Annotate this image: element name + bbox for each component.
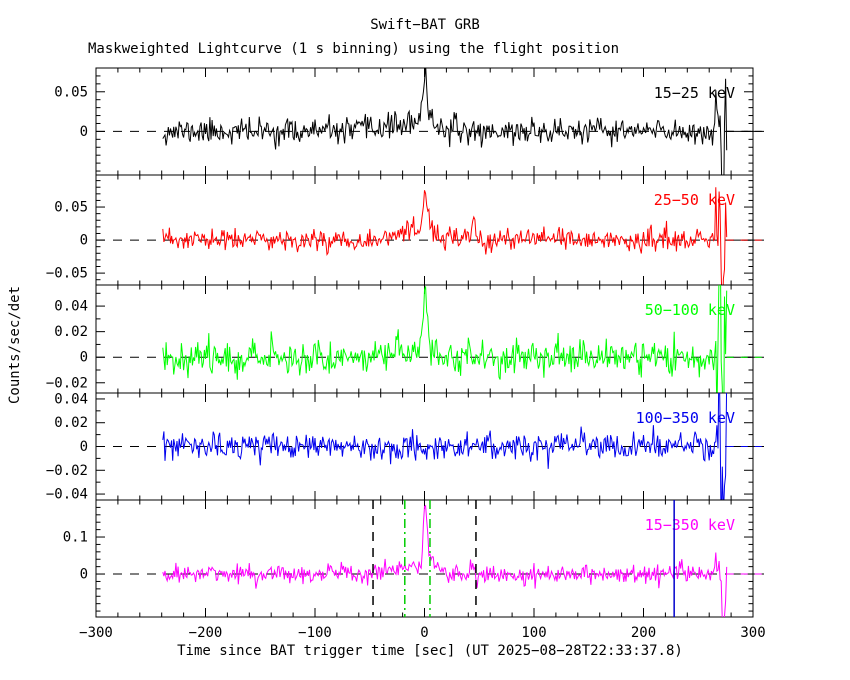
y-tick-label: −0.02 (46, 375, 88, 391)
x-tick-label: −300 (79, 625, 113, 641)
y-tick-label: 0 (80, 233, 88, 249)
chart-subtitle: Maskweighted Lightcurve (1 s binning) us… (88, 41, 620, 57)
x-tick-label: 200 (631, 625, 656, 641)
band-label: 25−50 keV (654, 191, 735, 209)
y-tick-label: 0 (80, 350, 88, 366)
y-tick-label: 0.02 (54, 415, 88, 431)
band-label: 15−350 keV (645, 516, 735, 534)
y-tick-label: 0 (80, 439, 88, 455)
y-tick-label: 0.05 (54, 84, 88, 100)
y-tick-label: 0.05 (54, 200, 88, 216)
band-label: 15−25 keV (654, 84, 735, 102)
x-tick-label: −100 (298, 625, 332, 641)
y-tick-label: −0.04 (46, 487, 88, 503)
x-tick-label: 0 (420, 625, 428, 641)
x-tick-label: −200 (189, 625, 223, 641)
x-axis-label: Time since BAT trigger time [sec] (UT 20… (177, 643, 683, 659)
y-tick-label: −0.02 (46, 463, 88, 479)
panel-4: −300 −200 −100 0 100 200 300 0.1 0 15−350 keV (63, 499, 766, 641)
y-tick-label: 0.1 (63, 530, 88, 546)
series-line (162, 285, 728, 393)
series-line (162, 187, 728, 285)
x-tick-label: 300 (740, 625, 765, 641)
y-tick-label: −0.05 (46, 266, 88, 282)
chart-title: Swift−BAT GRB (370, 17, 480, 33)
panel-1: 0.05 0 −0.05 25−50 keV (46, 174, 764, 286)
series-line (162, 68, 728, 175)
y-tick-label: 0 (80, 124, 88, 140)
series-line (162, 504, 728, 617)
y-tick-label: 0.04 (54, 391, 88, 407)
series-line (162, 393, 728, 500)
y-tick-label: 0 (80, 567, 88, 583)
band-label: 100−350 keV (636, 409, 735, 427)
panel-3: 0.04 0.02 0 −0.02 −0.04 100−350 keV (46, 391, 764, 503)
x-tick-label: 100 (521, 625, 546, 641)
band-label: 50−100 keV (645, 301, 735, 319)
panel-2: 0.04 0.02 0 −0.02 50−100 keV (46, 284, 764, 394)
y-tick-label: 0.02 (54, 324, 88, 340)
y-tick-label: 0.04 (54, 299, 88, 315)
